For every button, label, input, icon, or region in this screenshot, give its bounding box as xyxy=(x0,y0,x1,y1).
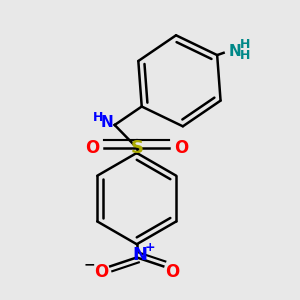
Text: N: N xyxy=(229,44,242,59)
Text: S: S xyxy=(130,139,143,157)
Text: N: N xyxy=(132,245,147,263)
Text: −: − xyxy=(83,258,95,272)
Text: H: H xyxy=(240,38,250,50)
Text: O: O xyxy=(174,139,188,157)
Text: H: H xyxy=(240,49,250,62)
Text: N: N xyxy=(101,115,114,130)
Text: H: H xyxy=(93,111,103,124)
Text: O: O xyxy=(94,263,109,281)
Text: O: O xyxy=(165,263,179,281)
Text: +: + xyxy=(145,241,155,254)
Text: O: O xyxy=(85,139,100,157)
